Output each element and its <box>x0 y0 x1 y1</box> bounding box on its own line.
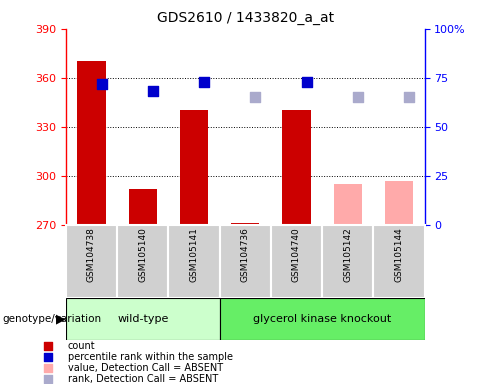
Bar <box>66 225 117 298</box>
Text: percentile rank within the sample: percentile rank within the sample <box>67 352 233 362</box>
Text: GSM105141: GSM105141 <box>189 227 199 282</box>
Point <box>149 88 157 94</box>
Bar <box>220 298 425 340</box>
Point <box>44 376 52 382</box>
Bar <box>322 225 373 298</box>
Point <box>98 81 106 87</box>
Text: GSM105142: GSM105142 <box>343 227 352 281</box>
Point <box>44 343 52 349</box>
Bar <box>129 189 157 225</box>
Point <box>354 94 362 101</box>
Text: GSM105144: GSM105144 <box>394 227 404 281</box>
Bar <box>373 225 425 298</box>
Bar <box>78 61 105 225</box>
Point <box>44 365 52 371</box>
Text: GSM104736: GSM104736 <box>241 227 250 282</box>
Text: GSM105140: GSM105140 <box>138 227 147 282</box>
Bar <box>180 111 208 225</box>
Text: rank, Detection Call = ABSENT: rank, Detection Call = ABSENT <box>67 374 218 384</box>
Bar <box>117 225 168 298</box>
Point <box>44 354 52 360</box>
Bar <box>168 225 220 298</box>
Bar <box>231 223 259 225</box>
Bar <box>66 298 220 340</box>
Point <box>406 94 413 101</box>
Text: GSM104738: GSM104738 <box>87 227 96 282</box>
Point <box>252 94 260 101</box>
Point <box>201 79 208 85</box>
Text: GSM104740: GSM104740 <box>292 227 301 281</box>
Text: wild-type: wild-type <box>117 314 168 324</box>
Text: ▶: ▶ <box>56 312 66 325</box>
Bar <box>271 225 322 298</box>
Text: count: count <box>67 341 95 351</box>
Bar <box>385 180 413 225</box>
Bar <box>220 225 271 298</box>
Bar <box>283 111 310 225</box>
Title: GDS2610 / 1433820_a_at: GDS2610 / 1433820_a_at <box>157 11 334 25</box>
Bar <box>334 184 362 225</box>
Text: glycerol kinase knockout: glycerol kinase knockout <box>253 314 391 324</box>
Text: value, Detection Call = ABSENT: value, Detection Call = ABSENT <box>67 363 223 373</box>
Point <box>303 79 311 85</box>
Text: genotype/variation: genotype/variation <box>2 314 102 324</box>
